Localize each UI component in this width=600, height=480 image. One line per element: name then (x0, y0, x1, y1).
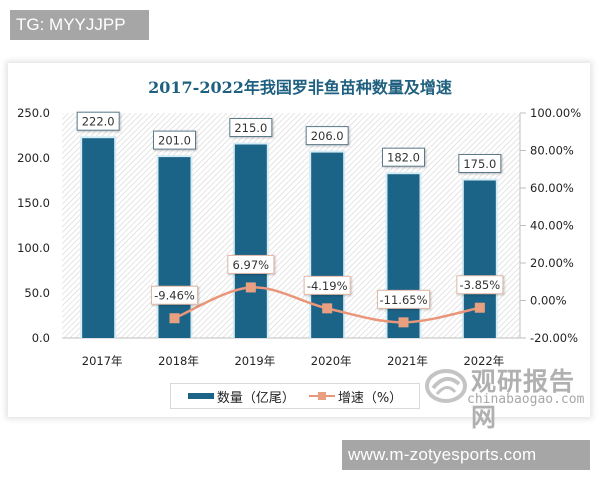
line-value-label-box (151, 285, 198, 305)
watermark-en-text: chinabaogao.com (467, 392, 585, 407)
bottom-url-overlay: www.m-zotyesports.com (342, 440, 590, 470)
line-value-label: 6.97% (233, 258, 270, 272)
plot-area (62, 113, 520, 338)
line-value-label: -3.85% (459, 278, 500, 292)
bar-value-label-box (76, 111, 120, 131)
line-marker-icon (398, 317, 409, 328)
bar-value-label-box (382, 147, 425, 167)
legend-label-quantity: 数量（亿尾） (216, 390, 295, 406)
line-value-label: -9.46% (154, 289, 195, 303)
line-marker-icon (322, 303, 333, 314)
left-y-axis: 0.0 50.0 100.0 150.0 200.0 250.0 (17, 106, 50, 345)
bar-value-label: 222.0 (82, 115, 115, 129)
line-marker-icon (245, 282, 256, 293)
watermark-cn-text: 观研报告网 (471, 367, 576, 432)
line-marker-icon (169, 313, 180, 324)
watermark: 观研报告网 chinabaogao.com (425, 362, 595, 432)
bar (82, 138, 115, 338)
legend-label-growth: 增速（%） (337, 390, 403, 406)
chart-title: 2017-2022年我国罗非鱼苗种数量及增速 (148, 78, 452, 97)
line-series: -9.46% 6.97% -4.19% -11.65% -3.85% (151, 254, 504, 328)
bar-value-label: 201.0 (158, 134, 191, 148)
bar (234, 144, 267, 338)
left-axis-tick-label: 200.0 (17, 151, 50, 165)
left-axis-tick-label: 0.0 (32, 331, 50, 345)
left-axis-tick-label: 50.0 (24, 286, 50, 300)
line-value-label-box (227, 254, 275, 274)
chart-legend: 数量（亿尾） 增速（%） (170, 383, 420, 409)
bar (463, 180, 496, 338)
left-axis-tick-label: 250.0 (17, 106, 50, 120)
bar-value-label-box (153, 130, 196, 150)
bar (387, 174, 420, 338)
left-axis-tick-label: 100.0 (17, 241, 50, 255)
line-value-label-box (377, 289, 430, 309)
line-marker-swatch-icon (308, 391, 335, 401)
legend-item-growth: 增速（%） (308, 387, 403, 406)
bar-swatch-icon (187, 393, 214, 399)
right-axis-tick-label: 40.00% (530, 219, 574, 233)
bar-value-label-box (305, 126, 349, 146)
right-axis-tick-label: 60.00% (530, 181, 574, 195)
line-value-label: -4.19% (307, 279, 348, 293)
watermark-logo-icon (425, 369, 467, 403)
right-y-axis: -20.00% 0.00% 20.00% 40.00% 60.00% 80.00% 100.… (520, 106, 581, 345)
bar-value-label: 182.0 (387, 151, 420, 165)
bar-value-label: 175.0 (463, 157, 496, 171)
x-axis-category-label: 2020年 (311, 354, 352, 368)
line-value-label-box (303, 275, 351, 295)
right-axis-tick-label: 20.00% (530, 256, 574, 270)
x-axis-category-label: 2017年 (82, 354, 123, 368)
right-axis-tick-label: 100.00% (530, 106, 581, 120)
top-tag-overlay: TG: MYYJJPP (10, 10, 149, 40)
bar-value-label: 215.0 (234, 121, 267, 135)
right-axis-tick-label: -20.00% (530, 331, 578, 345)
x-axis-category-label: 2019年 (234, 354, 275, 368)
legend-item-quantity: 数量（亿尾） (187, 387, 295, 406)
right-axis-tick-label: 0.00% (530, 294, 567, 308)
line-marker-icon (474, 302, 485, 313)
x-axis-category-label: 2021年 (387, 354, 428, 368)
bar (158, 157, 191, 338)
line-value-label-box (456, 275, 504, 295)
x-axis-category-label: 2018年 (158, 354, 199, 368)
bar-value-label: 206.0 (311, 129, 344, 143)
x-axis-category-label: 2022年 (463, 354, 504, 368)
right-axis-tick-label: 80.00% (530, 144, 574, 158)
bar-value-label-box (458, 154, 502, 173)
bar-value-label-box (229, 118, 273, 137)
x-axis-labels: 2017年 2018年 2019年 2020年 2021年 2022年 (82, 354, 504, 368)
line-value-label: -11.65% (380, 293, 428, 307)
left-axis-tick-label: 150.0 (17, 196, 50, 210)
